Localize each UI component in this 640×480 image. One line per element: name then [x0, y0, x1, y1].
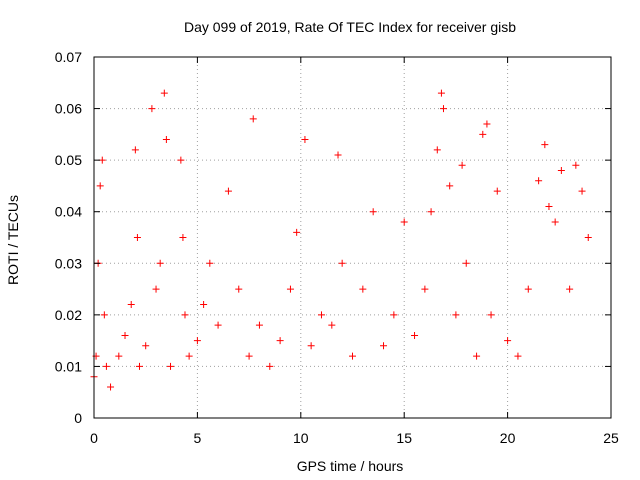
data-point	[177, 156, 185, 164]
data-point	[487, 311, 495, 319]
data-point	[334, 151, 342, 159]
chart-title: Day 099 of 2019, Rate Of TEC Index for r…	[184, 19, 516, 35]
data-point	[551, 218, 559, 226]
x-tick-label: 10	[293, 430, 309, 446]
data-point	[193, 337, 201, 345]
data-point	[493, 187, 501, 195]
data-point	[121, 331, 129, 339]
data-point	[286, 285, 294, 293]
data-point	[255, 321, 263, 329]
data-point	[293, 228, 301, 236]
data-point	[462, 259, 470, 267]
y-tick-label: 0.06	[55, 101, 82, 117]
data-point	[566, 285, 574, 293]
data-point	[578, 187, 586, 195]
data-point	[349, 352, 356, 360]
data-point	[127, 301, 135, 309]
data-point	[479, 130, 487, 138]
data-point	[545, 203, 553, 211]
data-point	[200, 301, 208, 309]
x-tick-label: 5	[194, 430, 202, 446]
data-point	[317, 311, 325, 319]
data-point	[266, 362, 274, 370]
data-point	[473, 352, 481, 360]
data-point	[541, 141, 549, 149]
data-point	[514, 352, 522, 360]
data-point	[439, 105, 447, 113]
data-point	[504, 337, 512, 345]
data-point	[115, 352, 123, 360]
data-point	[206, 259, 214, 267]
y-tick-label: 0.04	[55, 204, 82, 220]
data-point	[390, 311, 398, 319]
data-point	[338, 259, 346, 267]
data-point	[214, 321, 222, 329]
data-point	[584, 234, 592, 241]
y-tick-label: 0.03	[55, 255, 82, 271]
data-point	[162, 136, 170, 144]
data-point	[131, 146, 139, 154]
grid-lines	[94, 57, 611, 418]
data-point	[380, 342, 388, 350]
axis-ticks: 0 5 10 15 20 25 0 0.01 0.02 0.03 0.04 0.05 0.06 0.07	[55, 49, 619, 446]
data-point	[249, 115, 257, 123]
data-point	[359, 285, 367, 293]
data-point	[148, 105, 156, 113]
data-point	[572, 161, 580, 169]
data-point	[224, 187, 232, 195]
data-point	[152, 285, 160, 293]
data-point	[167, 362, 175, 370]
data-point	[276, 337, 284, 345]
y-tick-label: 0.02	[55, 307, 82, 323]
y-tick-label: 0.07	[55, 49, 82, 65]
data-point	[557, 166, 565, 174]
x-tick-label: 25	[603, 430, 619, 446]
y-tick-label: 0.01	[55, 358, 82, 374]
data-point	[411, 331, 419, 339]
data-point	[96, 182, 104, 190]
data-point	[369, 208, 377, 216]
data-point	[156, 259, 164, 267]
data-point	[535, 177, 543, 185]
data-point	[446, 182, 454, 190]
data-point	[483, 120, 491, 128]
y-tick-label: 0.05	[55, 152, 82, 168]
data-point	[102, 362, 110, 370]
data-point	[328, 321, 336, 329]
data-point	[524, 285, 532, 293]
x-tick-label: 20	[500, 430, 516, 446]
x-axis-label: GPS time / hours	[297, 458, 404, 474]
data-point	[458, 161, 466, 169]
data-point	[185, 352, 193, 360]
data-point	[400, 218, 408, 226]
data-point	[179, 234, 187, 241]
plot-frame	[93, 56, 612, 419]
x-tick-label: 0	[90, 430, 98, 446]
data-point	[100, 311, 108, 319]
data-point	[181, 311, 189, 319]
data-point	[245, 352, 253, 360]
x-tick-label: 15	[396, 430, 412, 446]
data-point	[160, 89, 168, 97]
data-points	[90, 89, 592, 391]
data-point	[133, 234, 141, 241]
data-point	[301, 136, 309, 144]
data-point	[437, 89, 445, 97]
data-point	[107, 383, 115, 391]
data-point	[421, 285, 429, 293]
y-tick-label: 0	[74, 410, 82, 426]
data-point	[427, 208, 435, 216]
data-point	[433, 146, 441, 154]
data-point	[307, 342, 315, 350]
data-point	[452, 311, 460, 319]
data-point	[135, 362, 143, 370]
y-axis-label: ROTI / TECUs	[5, 195, 21, 285]
data-point	[235, 285, 243, 293]
data-point	[142, 342, 150, 350]
